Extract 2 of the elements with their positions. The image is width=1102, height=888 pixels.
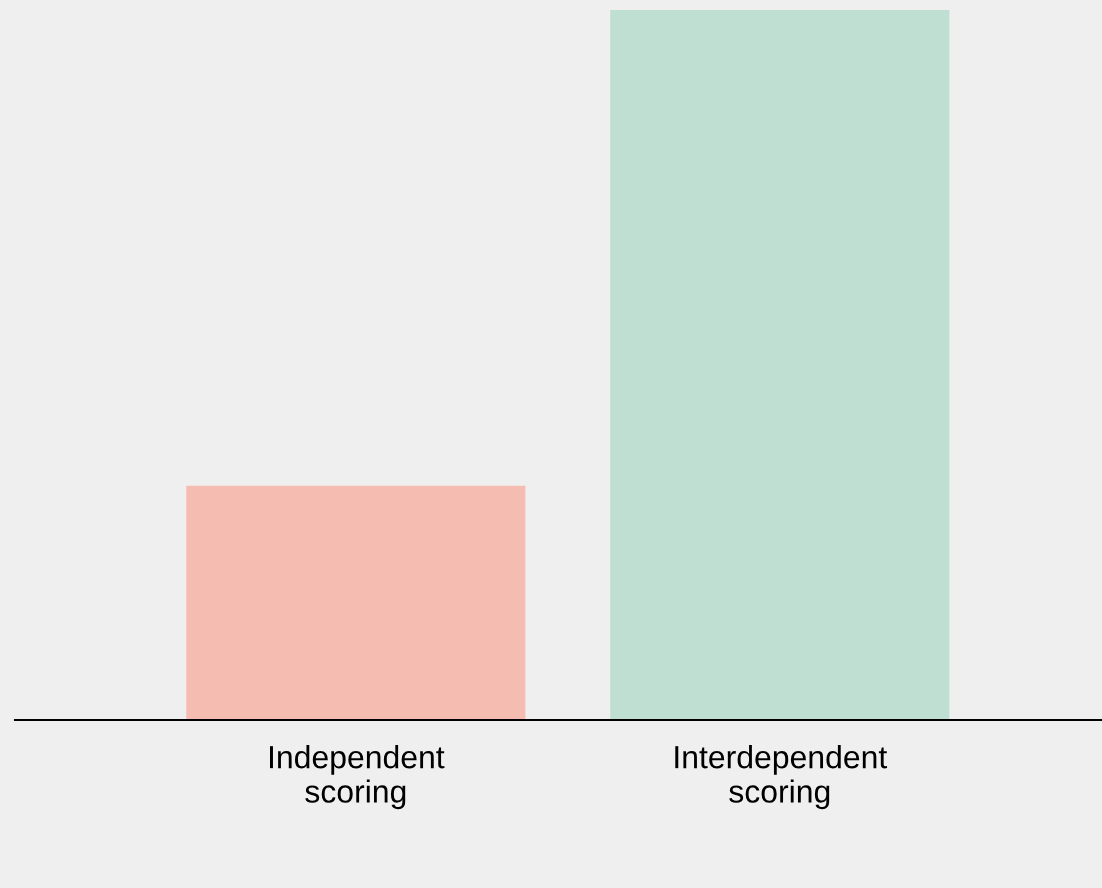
x-tick-label: Interdependent scoring (675, 745, 888, 810)
x-tick-label: Independent scoring (269, 745, 445, 810)
